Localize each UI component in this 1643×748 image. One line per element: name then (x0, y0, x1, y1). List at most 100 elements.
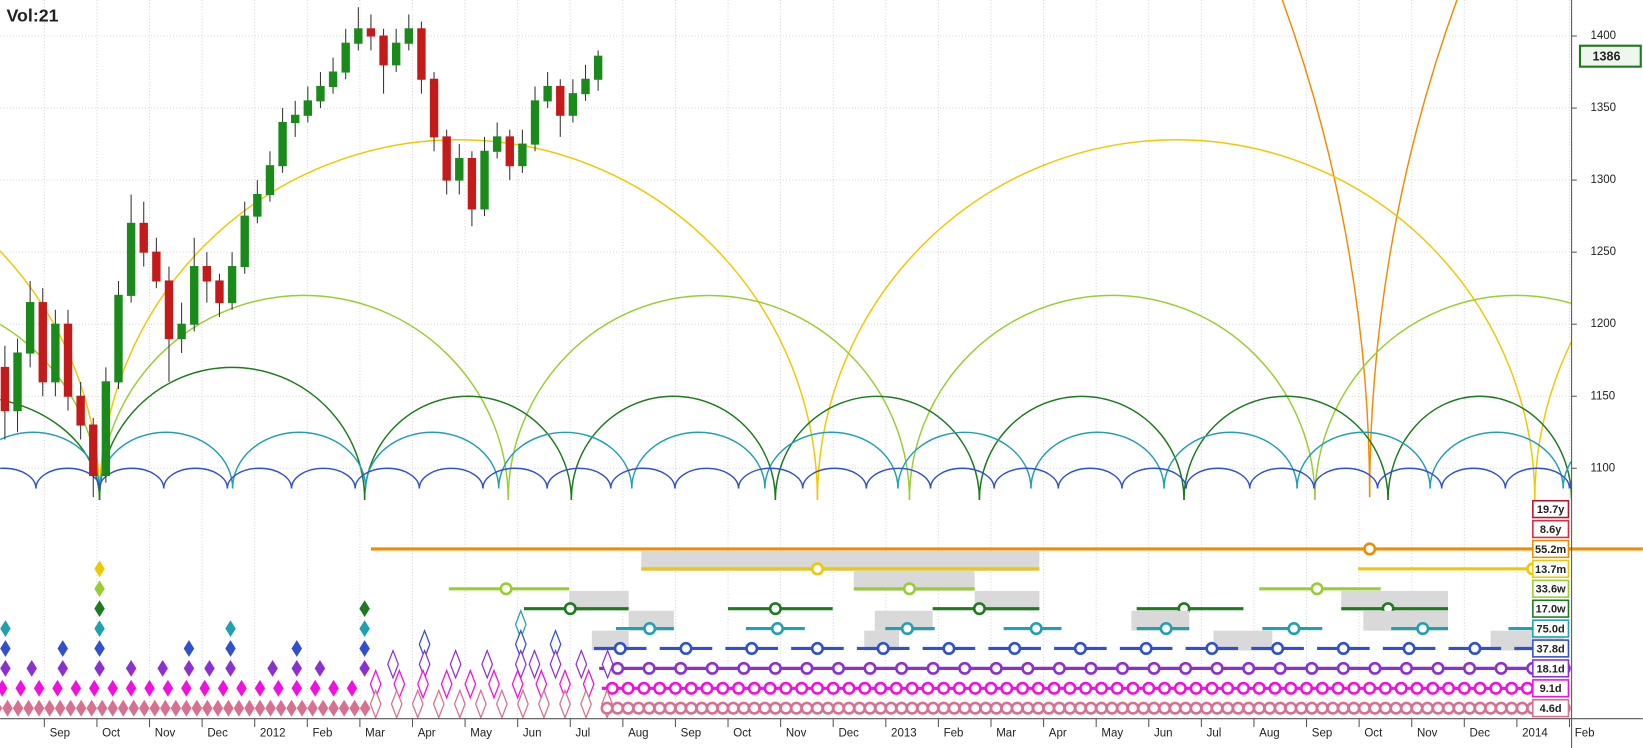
projection-marker (952, 681, 966, 695)
trough-diamond (107, 699, 118, 717)
projection-marker (1147, 701, 1161, 715)
projection-marker (663, 701, 677, 715)
cycle-arc (993, 467, 1060, 489)
projection-marker (600, 701, 614, 715)
trough-diamond (225, 660, 236, 677)
trough-diamond (328, 679, 339, 697)
trough-diamond (212, 699, 224, 717)
trough-diamond-hollow (549, 648, 562, 680)
projection-box (874, 610, 933, 631)
x-tick-label: Oct (1364, 727, 1383, 739)
projection-marker (768, 602, 782, 616)
trough-diamond-hollow (601, 648, 614, 680)
cycle-label: 13.7m (1535, 564, 1566, 576)
trough-diamond-hollow (432, 688, 445, 720)
x-tick-label: Mar (996, 727, 1016, 739)
projection-marker (905, 701, 919, 715)
projection-marker (1052, 661, 1066, 675)
projection-marker (1079, 681, 1093, 695)
trough-diamond (328, 699, 339, 717)
candle-body (227, 266, 237, 304)
candle-body (177, 323, 186, 340)
trough-diamond (96, 699, 108, 717)
projection-marker (1210, 701, 1224, 715)
candle-body (215, 280, 224, 304)
projection-marker (1189, 701, 1203, 715)
candle-body (593, 55, 603, 80)
projection-marker (958, 661, 972, 675)
projection-marker (821, 701, 835, 715)
cycle-arc (929, 467, 995, 489)
cycle-arc (1183, 395, 1389, 500)
x-tick-label: Aug (628, 727, 649, 739)
trough-diamond (346, 679, 358, 697)
projection-box (974, 590, 1040, 611)
candle-body (505, 136, 514, 167)
projection-marker (653, 701, 667, 715)
x-tick-label: Apr (1049, 727, 1067, 739)
projection-marker (621, 681, 635, 695)
cycle-arc (1030, 432, 1165, 489)
cycle-label: 17.0w (1536, 604, 1566, 616)
trough-diamond (223, 699, 234, 717)
projection-marker (1029, 622, 1043, 636)
projection-marker (695, 701, 709, 715)
cycle-arc (1249, 467, 1315, 489)
trough-diamond (15, 679, 26, 697)
projection-marker (1271, 641, 1285, 656)
cycle-arc (231, 431, 367, 489)
projection-marker (863, 661, 877, 675)
trough-diamond (52, 679, 63, 697)
projection-marker (674, 661, 688, 675)
projection-marker (1179, 661, 1193, 675)
candle-body (265, 165, 275, 196)
trough-diamond-hollow (464, 668, 477, 700)
trough-diamond-hollow (495, 688, 508, 720)
cycle-label: 18.1d (1537, 663, 1565, 675)
projection-marker (858, 681, 872, 695)
trough-diamond (202, 699, 213, 717)
candle-body (391, 42, 401, 66)
cycle-arc (1440, 467, 1507, 489)
trough-diamond (139, 699, 150, 717)
projection-marker (1031, 681, 1045, 695)
x-tick-label: Oct (733, 727, 752, 739)
projection-marker (1463, 701, 1477, 715)
trough-diamond (0, 660, 11, 677)
cycle-arc (737, 467, 804, 489)
projection-marker (852, 701, 867, 715)
projection-marker (1063, 701, 1077, 715)
projection-marker (972, 602, 986, 616)
projection-marker (1115, 701, 1130, 715)
candle-body (455, 157, 464, 181)
x-tick-label: Jun (1154, 727, 1173, 739)
projection-marker (700, 681, 714, 695)
candle-body (126, 222, 136, 296)
projection-marker (889, 681, 903, 695)
trough-diamond-hollow (517, 688, 529, 720)
trough-diamond-hollow (449, 648, 462, 680)
projection-marker (895, 701, 909, 715)
projection-marker (1347, 681, 1361, 695)
projection-marker (1284, 701, 1298, 715)
cycle-label-box (1532, 619, 1570, 638)
trough-diamond-hollow (390, 688, 403, 720)
x-tick-label: Feb (313, 727, 333, 739)
projection-marker (1505, 701, 1519, 715)
projection-marker (831, 701, 846, 715)
projection-marker (1031, 701, 1045, 715)
projection-marker (937, 701, 951, 715)
cycle-label: 4.6d (1540, 703, 1562, 715)
cycle-arc (0, 323, 101, 500)
cycle-arc (1296, 431, 1431, 489)
projection-marker (1115, 661, 1130, 675)
projection-marker (1463, 661, 1477, 675)
y-tick-label: 1350 (1590, 102, 1616, 114)
projection-marker (1021, 661, 1035, 675)
cycle-arc (897, 431, 1032, 489)
projection-marker (1315, 681, 1329, 695)
cycle-arc (98, 366, 366, 500)
projection-marker (1441, 681, 1456, 695)
